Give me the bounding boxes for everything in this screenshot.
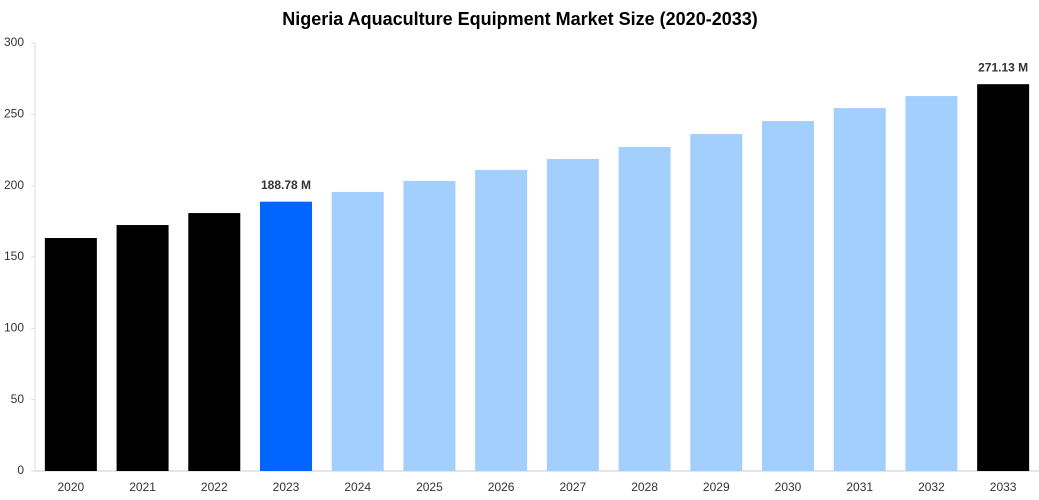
- x-tick-label: 2031: [846, 480, 873, 494]
- y-tick-label: 100: [4, 321, 24, 335]
- x-tick-label: 2020: [58, 480, 85, 494]
- bar: [762, 121, 814, 471]
- y-tick-label: 50: [11, 392, 25, 406]
- y-tick-label: 0: [17, 463, 24, 477]
- x-tick-label: 2030: [775, 480, 802, 494]
- bar: [546, 158, 599, 471]
- bar: [833, 108, 886, 471]
- x-tick-label: 2033: [990, 480, 1017, 494]
- y-tick-label: 300: [4, 35, 24, 49]
- x-tick-label: 2029: [703, 480, 730, 494]
- bar: [331, 191, 384, 471]
- bar: [403, 180, 456, 471]
- bar: [977, 84, 1030, 471]
- bar: [260, 201, 312, 471]
- x-tick-label: 2022: [201, 480, 228, 494]
- x-tick-label: 2024: [344, 480, 371, 494]
- y-tick-label: 150: [4, 249, 24, 263]
- x-tick-label: 2032: [918, 480, 945, 494]
- bar: [116, 225, 169, 471]
- bar: [188, 213, 241, 472]
- bar: [44, 238, 97, 471]
- bar: [690, 134, 743, 471]
- chart-title: Nigeria Aquaculture Equipment Market Siz…: [282, 9, 757, 29]
- y-tick-label: 250: [4, 107, 24, 121]
- value-label: 188.78 M: [261, 178, 311, 192]
- bar: [618, 147, 671, 471]
- value-label: 271.13 M: [978, 60, 1028, 74]
- x-tick-label: 2028: [631, 480, 658, 494]
- x-tick-label: 2026: [488, 480, 515, 494]
- bar: [905, 96, 958, 472]
- bar: [475, 169, 528, 471]
- x-tick-label: 2021: [129, 480, 156, 494]
- x-tick-label: 2025: [416, 480, 443, 494]
- x-tick-label: 2027: [560, 480, 587, 494]
- y-tick-label: 200: [4, 178, 24, 192]
- x-tick-label: 2023: [273, 480, 300, 494]
